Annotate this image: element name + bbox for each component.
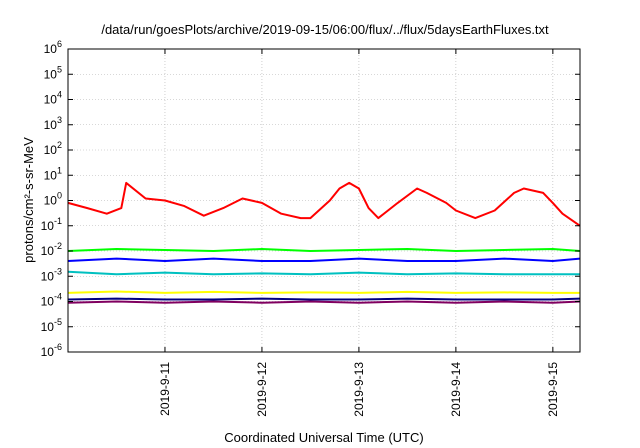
y-tick-exponent: 2 xyxy=(57,140,62,150)
series-line-4 xyxy=(67,270,580,276)
y-tick-base: 10 xyxy=(41,269,55,283)
series-line-1 xyxy=(67,181,581,227)
series-line-2 xyxy=(67,248,581,252)
series-line-3 xyxy=(67,257,581,262)
x-tick-label: 2019-9-13 xyxy=(352,362,366,417)
x-axis: 2019-9-11 2019-9-12 2019-9-13 2019-9-14 2019… xyxy=(158,49,560,417)
y-tick-exponent: -2 xyxy=(54,241,62,251)
series-line-7 xyxy=(67,300,581,304)
y-tick-label: 10-2 xyxy=(41,241,62,258)
x-tick-label: 2019-9-14 xyxy=(449,362,463,417)
y-tick-exponent: -5 xyxy=(54,317,62,327)
y-tick-label: 103 xyxy=(44,115,62,132)
series-group xyxy=(67,181,581,304)
y-tick-exponent: 3 xyxy=(57,115,62,125)
y-tick-label: 10-3 xyxy=(41,266,62,283)
y-tick-base: 10 xyxy=(41,219,55,233)
y-tick-label: 106 xyxy=(44,39,62,56)
chart-title: /data/run/goesPlots/archive/2019-09-15/0… xyxy=(101,22,549,37)
y-tick-label: 10-6 xyxy=(41,342,62,359)
y-tick-exponent: 4 xyxy=(57,90,62,100)
y-tick-base: 10 xyxy=(41,244,55,258)
y-tick-exponent: -4 xyxy=(54,292,62,302)
x-tick-label: 2019-9-11 xyxy=(158,362,172,416)
series-line-5 xyxy=(67,290,580,294)
y-tick-exponent: 0 xyxy=(57,191,62,201)
y-tick-base: 10 xyxy=(41,345,55,359)
grid xyxy=(68,48,580,353)
y-tick-base: 10 xyxy=(44,118,58,132)
x-tick-label: 2019-9-15 xyxy=(546,362,560,417)
y-tick-base: 10 xyxy=(44,168,58,182)
y-axis: 10610510410310210110010-110-210-310-410-… xyxy=(41,39,580,359)
y-tick-exponent: 6 xyxy=(57,39,62,49)
y-tick-label: 10-4 xyxy=(41,292,62,309)
y-axis-label: protons/cm²-s-sr-MeV xyxy=(21,137,36,263)
y-tick-exponent: -3 xyxy=(54,266,62,276)
y-tick-base: 10 xyxy=(44,93,58,107)
x-axis-label: Coordinated Universal Time (UTC) xyxy=(224,430,423,445)
y-tick-exponent: 1 xyxy=(57,165,62,175)
y-tick-base: 10 xyxy=(41,320,55,334)
y-tick-label: 100 xyxy=(44,191,62,208)
y-tick-label: 105 xyxy=(44,64,62,81)
y-tick-exponent: -1 xyxy=(54,216,62,226)
y-tick-exponent: -6 xyxy=(54,342,62,352)
y-tick-base: 10 xyxy=(44,194,58,208)
y-tick-base: 10 xyxy=(44,42,58,56)
y-tick-label: 101 xyxy=(44,165,62,182)
y-tick-exponent: 5 xyxy=(57,64,62,74)
y-tick-label: 102 xyxy=(44,140,62,157)
y-tick-base: 10 xyxy=(41,295,55,309)
y-tick-base: 10 xyxy=(44,67,58,81)
series-line-6 xyxy=(67,297,581,301)
y-tick-base: 10 xyxy=(44,143,58,157)
x-tick-label: 2019-9-12 xyxy=(255,362,269,417)
y-tick-label: 10-1 xyxy=(41,216,62,233)
y-tick-label: 10-5 xyxy=(41,317,62,334)
y-tick-label: 104 xyxy=(44,90,62,107)
